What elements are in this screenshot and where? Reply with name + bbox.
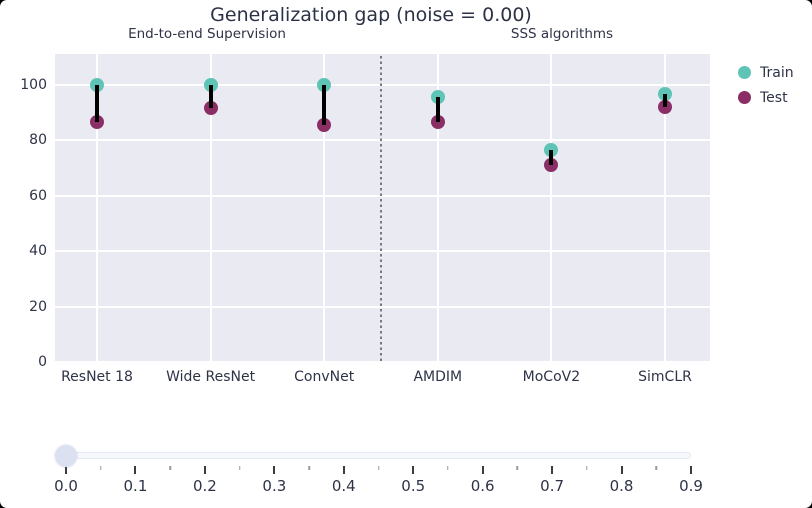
gridline-y bbox=[55, 83, 710, 86]
gridline-x bbox=[664, 54, 666, 362]
slider-minor-tick bbox=[586, 466, 588, 470]
x-axis-category-label: SimCLR bbox=[638, 369, 692, 385]
gap-connector-line bbox=[95, 84, 99, 122]
gap-connector-line bbox=[322, 84, 327, 125]
x-axis-category-label: Wide ResNet bbox=[166, 369, 256, 385]
gridline-x bbox=[436, 54, 439, 362]
plot-area bbox=[55, 54, 710, 362]
slider-minor-tick bbox=[377, 466, 380, 470]
slider-major-tick bbox=[481, 466, 484, 474]
slider-minor-tick bbox=[447, 466, 449, 470]
y-axis-tick-label: 20 bbox=[29, 298, 47, 315]
annotation-sss-group: SSS algorithms bbox=[510, 26, 614, 42]
legend-marker-test bbox=[738, 91, 751, 104]
y-axis-tick-label: 40 bbox=[29, 243, 47, 259]
slider-tick-label: 0.7 bbox=[540, 477, 565, 495]
slider-minor-tick bbox=[308, 466, 310, 470]
y-axis-tick-label: 60 bbox=[29, 187, 47, 204]
chart-title: Generalization gap (noise = 0.00) bbox=[210, 4, 532, 26]
slider-tick-label: 0.8 bbox=[609, 477, 634, 495]
slider-tick-label: 0.3 bbox=[262, 477, 287, 495]
gap-connector-line bbox=[435, 97, 440, 122]
x-axis-category-label: AMDIM bbox=[413, 369, 463, 385]
slider-major-tick bbox=[273, 466, 276, 474]
noise-slider-handle[interactable] bbox=[55, 445, 77, 467]
slider-tick-label: 0.1 bbox=[123, 477, 148, 495]
legend: Train Test bbox=[738, 60, 794, 110]
slider-tick-label: 0.4 bbox=[331, 477, 356, 495]
gridline-y bbox=[55, 361, 710, 363]
slider-major-tick bbox=[65, 466, 67, 474]
slider-major-tick bbox=[134, 466, 137, 474]
gridline-y bbox=[55, 250, 710, 252]
gridline-x bbox=[96, 54, 98, 362]
slider-minor-tick bbox=[99, 466, 102, 470]
gridline-x bbox=[323, 54, 326, 362]
x-axis-category-label: ResNet 18 bbox=[61, 369, 133, 385]
test-point bbox=[544, 157, 559, 172]
slider-major-tick bbox=[690, 466, 692, 474]
slider-tick-label: 0.9 bbox=[679, 477, 703, 495]
annotation-supervised-group: End-to-end Supervision bbox=[128, 26, 286, 42]
slider-major-tick bbox=[551, 466, 554, 474]
legend-item-test[interactable]: Test bbox=[738, 85, 794, 110]
y-axis-tick-label: 0 bbox=[38, 354, 47, 370]
y-axis-tick-label: 80 bbox=[29, 132, 47, 149]
legend-item-train[interactable]: Train bbox=[738, 60, 794, 85]
legend-marker-train bbox=[738, 66, 751, 79]
slider-major-tick bbox=[342, 466, 345, 474]
gap-connector-line bbox=[208, 84, 213, 109]
slider-minor-tick bbox=[238, 466, 241, 470]
test-point bbox=[658, 99, 672, 114]
test-point bbox=[90, 114, 104, 129]
slider-tick-label: 0.5 bbox=[401, 477, 426, 495]
slider-tick-label: 0.0 bbox=[54, 477, 78, 495]
gap-connector-line bbox=[663, 94, 667, 107]
noise-slider-track[interactable] bbox=[66, 452, 691, 459]
slider-tick-label: 0.2 bbox=[192, 477, 217, 495]
slider-major-tick bbox=[412, 466, 415, 474]
gridline-y bbox=[55, 194, 710, 197]
slider-minor-tick bbox=[655, 466, 658, 470]
group-divider-line bbox=[380, 56, 382, 362]
gap-connector-line bbox=[549, 149, 554, 165]
y-axis-tick-label: 100 bbox=[20, 76, 47, 93]
slider-major-tick bbox=[203, 466, 206, 474]
gridline-y bbox=[55, 139, 710, 142]
gridline-x bbox=[209, 54, 212, 362]
slider-minor-tick bbox=[516, 466, 519, 470]
slider-minor-tick bbox=[169, 466, 171, 470]
gridline-y bbox=[55, 305, 710, 308]
x-axis-category-label: ConvNet bbox=[294, 369, 355, 385]
slider-tick-label: 0.6 bbox=[470, 477, 495, 495]
test-point bbox=[430, 114, 445, 129]
slider-major-tick bbox=[620, 466, 623, 474]
legend-label: Test bbox=[760, 89, 788, 106]
test-point bbox=[317, 117, 332, 132]
x-axis-category-label: MoCoV2 bbox=[522, 369, 581, 385]
legend-label: Train bbox=[760, 64, 794, 81]
gridline-x bbox=[550, 54, 553, 362]
test-point bbox=[203, 101, 218, 116]
